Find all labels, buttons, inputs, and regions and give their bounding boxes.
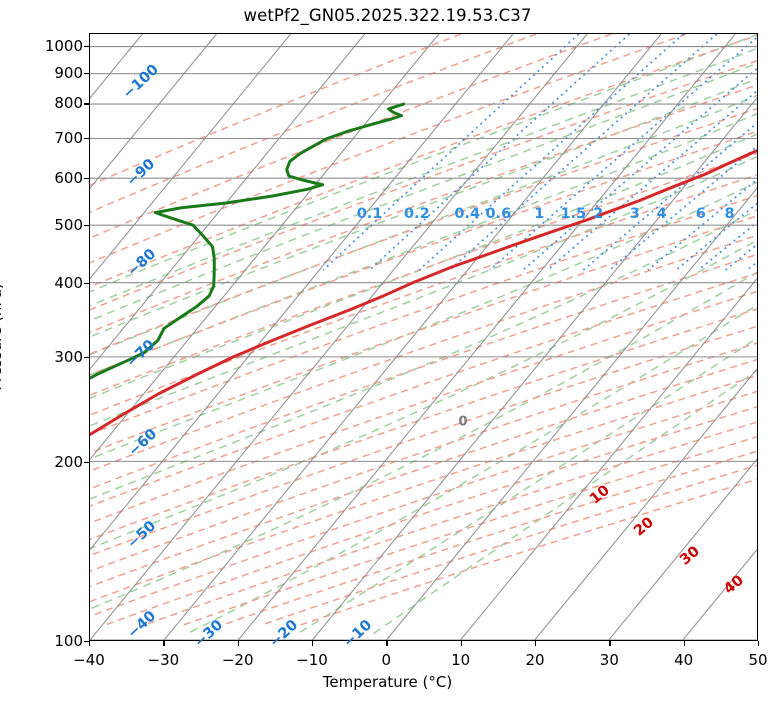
x-tick-label: 30 xyxy=(599,651,619,669)
x-tick-mark xyxy=(683,641,685,646)
x-tick-mark xyxy=(386,641,388,646)
y-tick-mark xyxy=(84,282,89,284)
y-tick-mark xyxy=(84,177,89,179)
x-tick-label: 0 xyxy=(381,651,392,669)
pressure-gridlines xyxy=(90,46,757,640)
y-tick-label: 900 xyxy=(54,63,83,82)
x-tick-mark xyxy=(312,641,314,646)
y-tick-mark xyxy=(84,45,89,47)
x-tick-mark xyxy=(758,641,760,646)
x-tick-label: −10 xyxy=(296,651,328,669)
chart-title: wetPf2_GN05.2025.322.19.53.C37 xyxy=(243,6,532,25)
plot-svg xyxy=(90,34,757,640)
isotherm-lines xyxy=(90,34,757,640)
x-tick-mark xyxy=(609,641,611,646)
x-tick-label: 20 xyxy=(525,651,545,669)
x-tick-label: 40 xyxy=(674,651,694,669)
y-tick-mark xyxy=(84,103,89,105)
x-tick-mark xyxy=(237,641,239,646)
y-tick-label: 100 xyxy=(54,632,83,650)
trace-dewpoint xyxy=(90,102,406,380)
y-tick-mark xyxy=(84,72,89,75)
y-tick-label: 1000 xyxy=(44,36,83,55)
y-tick-label: 600 xyxy=(54,168,83,187)
y-tick-label: 800 xyxy=(54,94,83,113)
sounding-traces xyxy=(90,102,757,437)
x-tick-label: 50 xyxy=(748,651,768,669)
y-tick-label: 200 xyxy=(54,452,83,471)
trace-temperature xyxy=(90,148,757,437)
dry-adiabat-lines xyxy=(90,34,757,626)
y-tick-mark xyxy=(84,137,89,140)
y-tick-label: 500 xyxy=(54,215,83,234)
y-tick-mark xyxy=(84,224,89,227)
x-tick-mark xyxy=(460,641,462,646)
x-axis-title: Temperature (°C) xyxy=(322,673,453,691)
x-tick-label: 10 xyxy=(451,651,471,669)
x-tick-mark xyxy=(89,641,91,646)
y-tick-mark xyxy=(84,356,89,359)
y-tick-label: 300 xyxy=(54,347,83,366)
y-tick-mark xyxy=(84,461,89,463)
x-tick-mark xyxy=(163,641,165,646)
x-tick-label: −20 xyxy=(221,651,254,669)
x-tick-label: −30 xyxy=(147,651,180,669)
y-axis-title: Pressure (hPa) xyxy=(0,283,5,391)
y-tick-label: 400 xyxy=(54,273,83,292)
x-tick-mark xyxy=(535,641,537,646)
y-tick-mark xyxy=(84,641,89,643)
x-tick-label: −40 xyxy=(73,651,105,669)
plot-area[interactable] xyxy=(89,33,758,641)
y-tick-label: 700 xyxy=(54,128,83,147)
